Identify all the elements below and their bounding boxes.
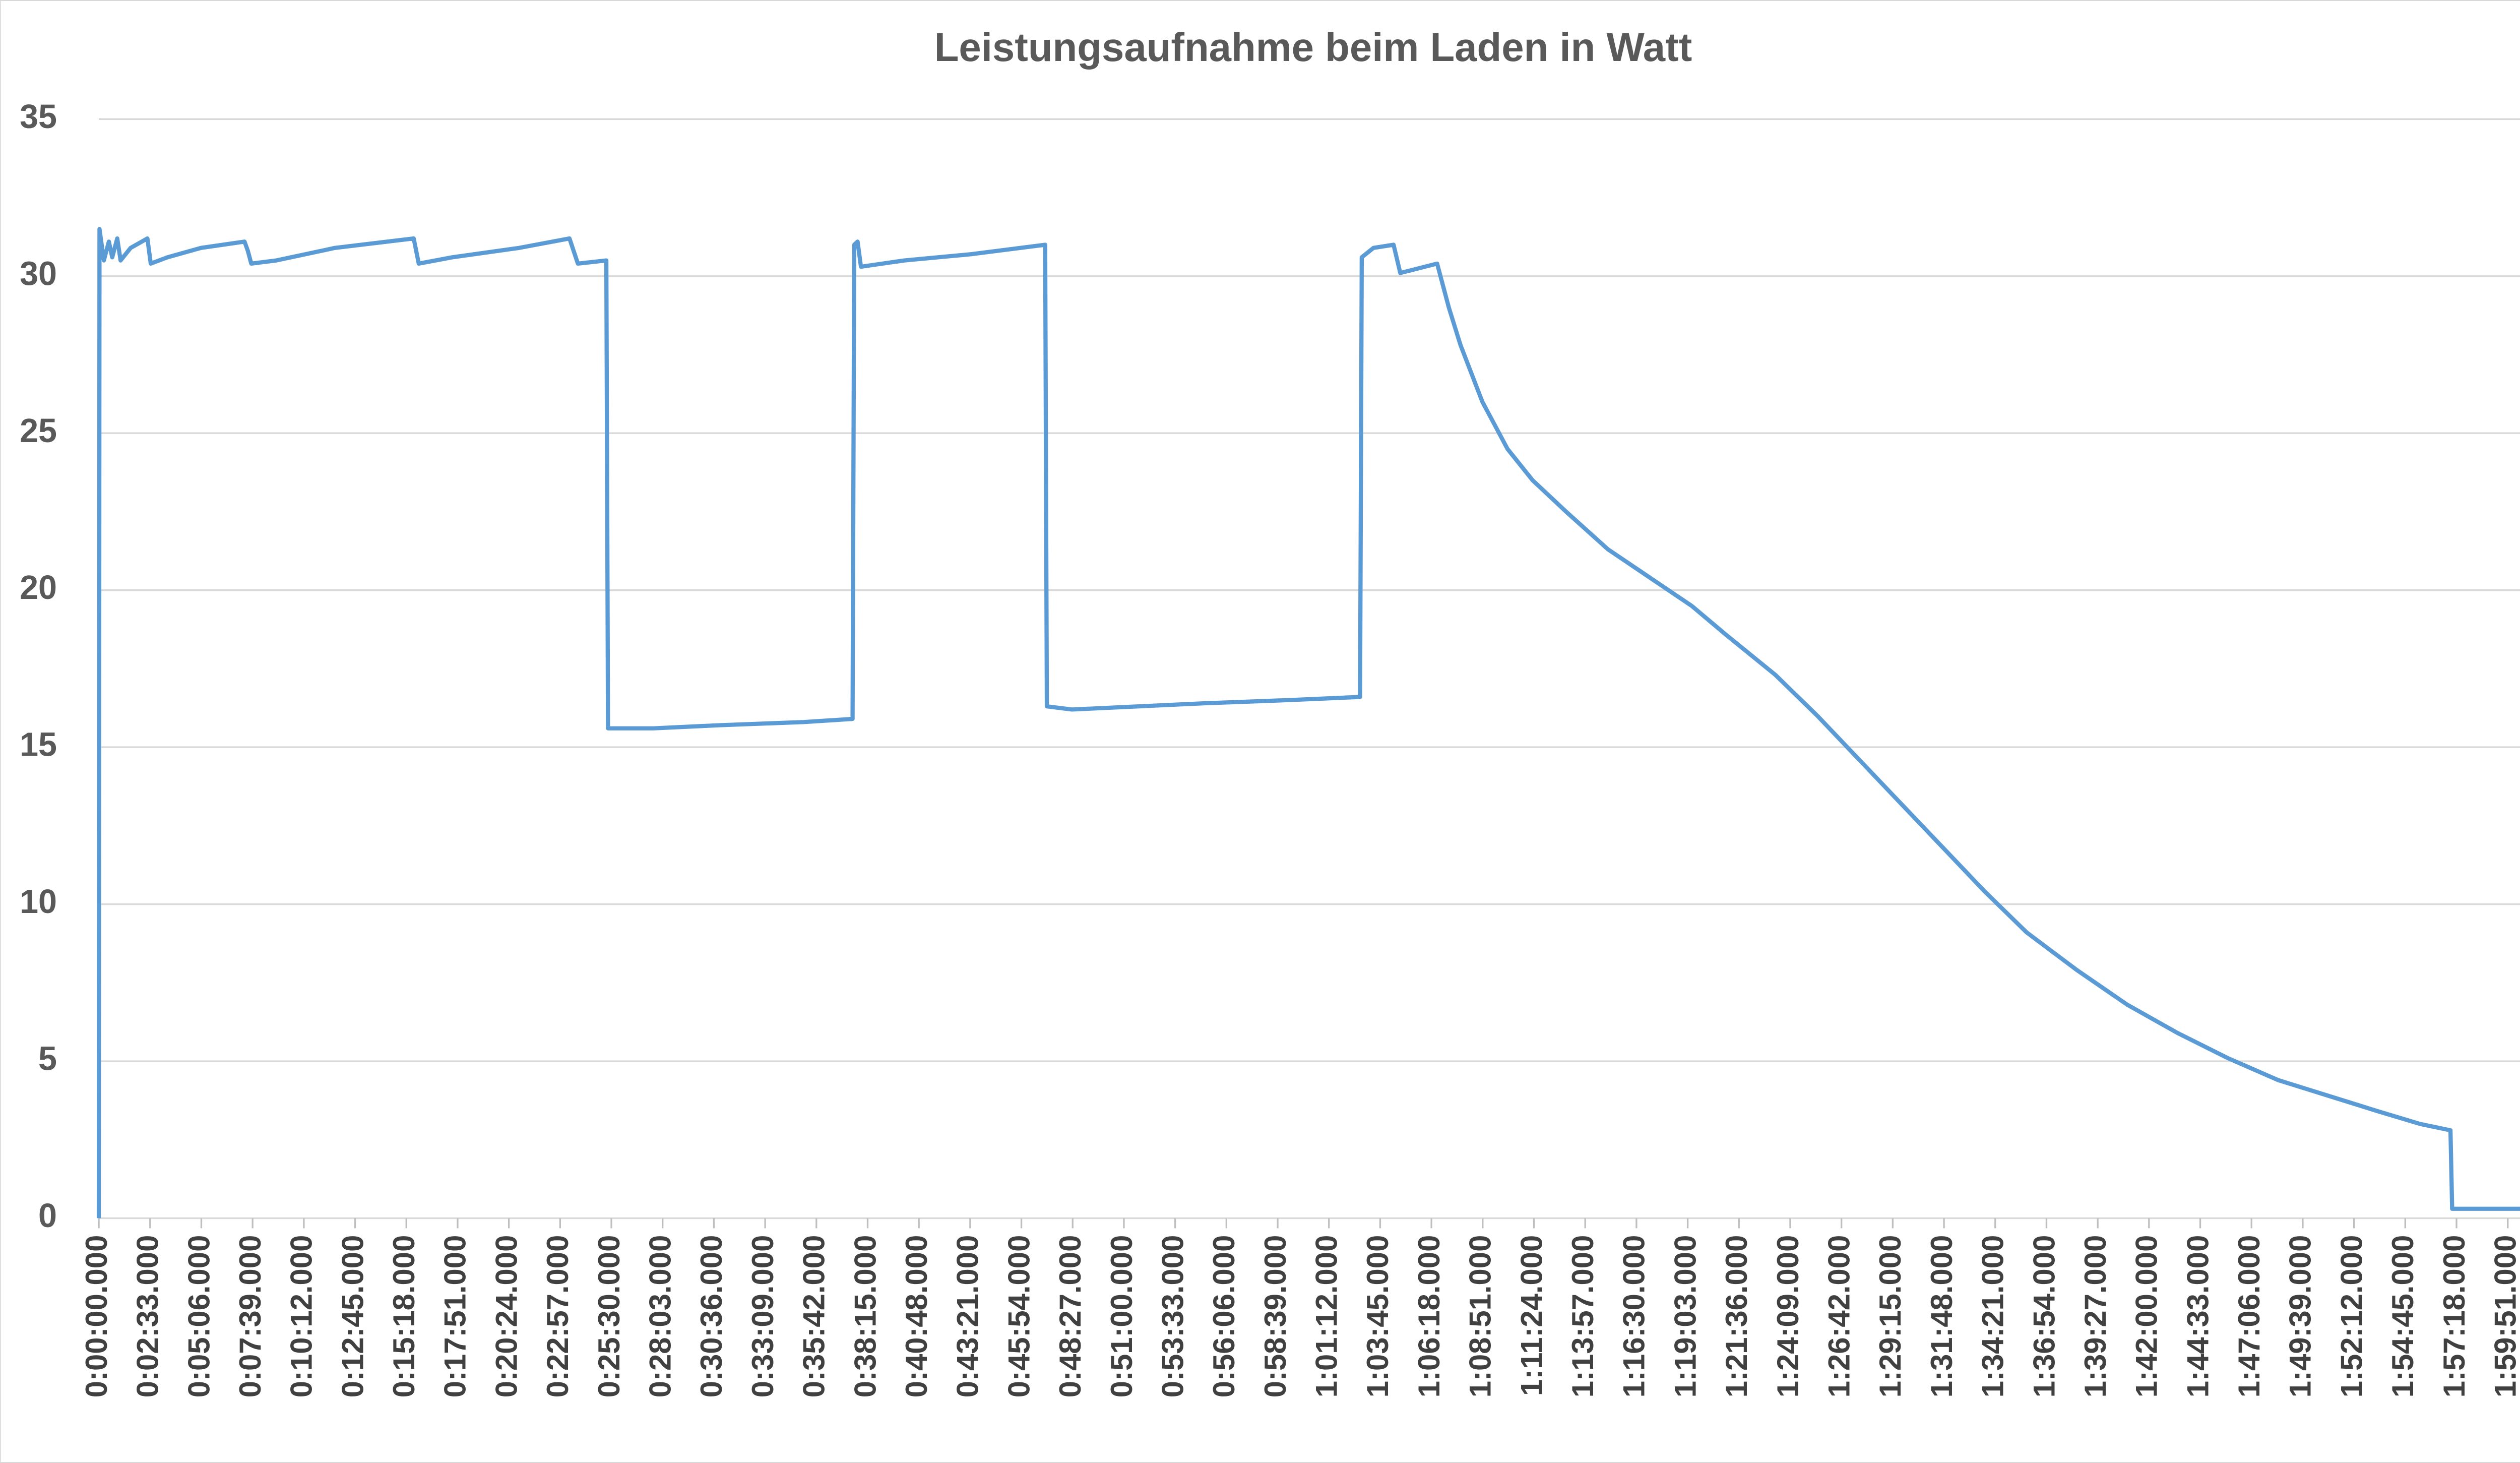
x-tick-label: 0:28:03.000 [644,1235,677,1398]
x-tick-label: 0:45:54.000 [1002,1235,1036,1398]
x-tick-label: 0:20:24.000 [489,1235,523,1398]
x-tick-label: 1:08:51.000 [1464,1235,1497,1398]
x-tick-label: 1:57:18.000 [2437,1235,2471,1398]
x-tick-label: 1:31:48.000 [1925,1235,1959,1398]
x-tick-label: 0:15:18.000 [387,1235,421,1398]
x-tick-label: 1:26:42.000 [1822,1235,1856,1398]
y-tick-label: 10 [20,883,57,921]
y-tick-label: 25 [20,412,57,450]
x-tick-label: 0:40:48.000 [900,1235,933,1398]
chart-title: Leistungsaufnahme beim Laden in Watt [934,25,1692,70]
x-tick-label: 1:42:00.000 [2130,1235,2164,1398]
x-tick-label: 1:11:24.000 [1515,1235,1548,1396]
x-tick-label: 0:43:21.000 [951,1235,985,1398]
x-tick-label: 0:30:36.000 [695,1235,728,1398]
x-tick-label: 0:53:33.000 [1156,1235,1189,1398]
x-tick-label: 1:19:03.000 [1668,1235,1702,1398]
x-tick-label: 1:13:57.000 [1566,1235,1600,1398]
x-tick-label: 1:36:54.000 [2027,1235,2061,1398]
x-tick-label: 1:06:18.000 [1412,1235,1446,1398]
x-tick-label: 0:38:15.000 [848,1235,882,1398]
y-tick-label: 5 [38,1041,57,1078]
y-tick-label: 0 [38,1197,57,1235]
x-tick-label: 0:00:00.000 [80,1235,113,1398]
x-tick-label: 1:47:06.000 [2232,1235,2266,1398]
x-tick-label: 0:25:30.000 [592,1235,626,1398]
x-tick-label: 1:21:36.000 [1720,1235,1753,1398]
x-tick-label: 0:05:06.000 [182,1235,216,1398]
x-tick-label: 0:35:42.000 [797,1235,831,1398]
x-tick-label: 1:16:30.000 [1617,1235,1651,1398]
x-tick-label: 1:01:12.000 [1310,1235,1344,1398]
x-tick-label: 1:44:33.000 [2181,1235,2215,1398]
data-line [96,227,2520,1218]
x-tick-label: 1:34:21.000 [1976,1235,2010,1398]
x-tick-label: 0:22:57.000 [541,1235,575,1398]
x-tick-label: 1:49:39.000 [2284,1235,2317,1398]
x-tick-label: 1:24:09.000 [1771,1235,1805,1398]
x-tick-label: 0:56:06.000 [1207,1235,1241,1398]
x-tick-label: 0:02:33.000 [131,1235,165,1398]
y-tick-label: 30 [20,255,57,292]
x-tick-label: 1:29:15.000 [1873,1235,1907,1398]
x-tick-label: 0:48:27.000 [1053,1235,1087,1398]
y-tick-label: 20 [20,569,57,606]
x-tick-label: 0:17:51.000 [438,1235,472,1398]
x-tick-label: 0:10:12.000 [285,1235,319,1398]
x-tick-label: 0:07:39.000 [233,1235,267,1398]
x-tick-label: 1:59:51.000 [2489,1235,2520,1398]
y-tick-label: 15 [20,726,57,764]
x-tick-label: 0:51:00.000 [1105,1235,1139,1398]
x-tick-label: 1:54:45.000 [2386,1235,2420,1398]
x-tick-label: 1:39:27.000 [2078,1235,2112,1398]
x-tick-label: 1:03:45.000 [1361,1235,1395,1398]
x-tick-label: 1:52:12.000 [2335,1235,2368,1398]
y-tick-label: 35 [20,98,57,136]
x-tick-label: 0:58:39.000 [1258,1235,1292,1398]
x-tick-label: 0:12:45.000 [336,1235,369,1398]
x-tick-label: 0:33:09.000 [746,1235,780,1398]
